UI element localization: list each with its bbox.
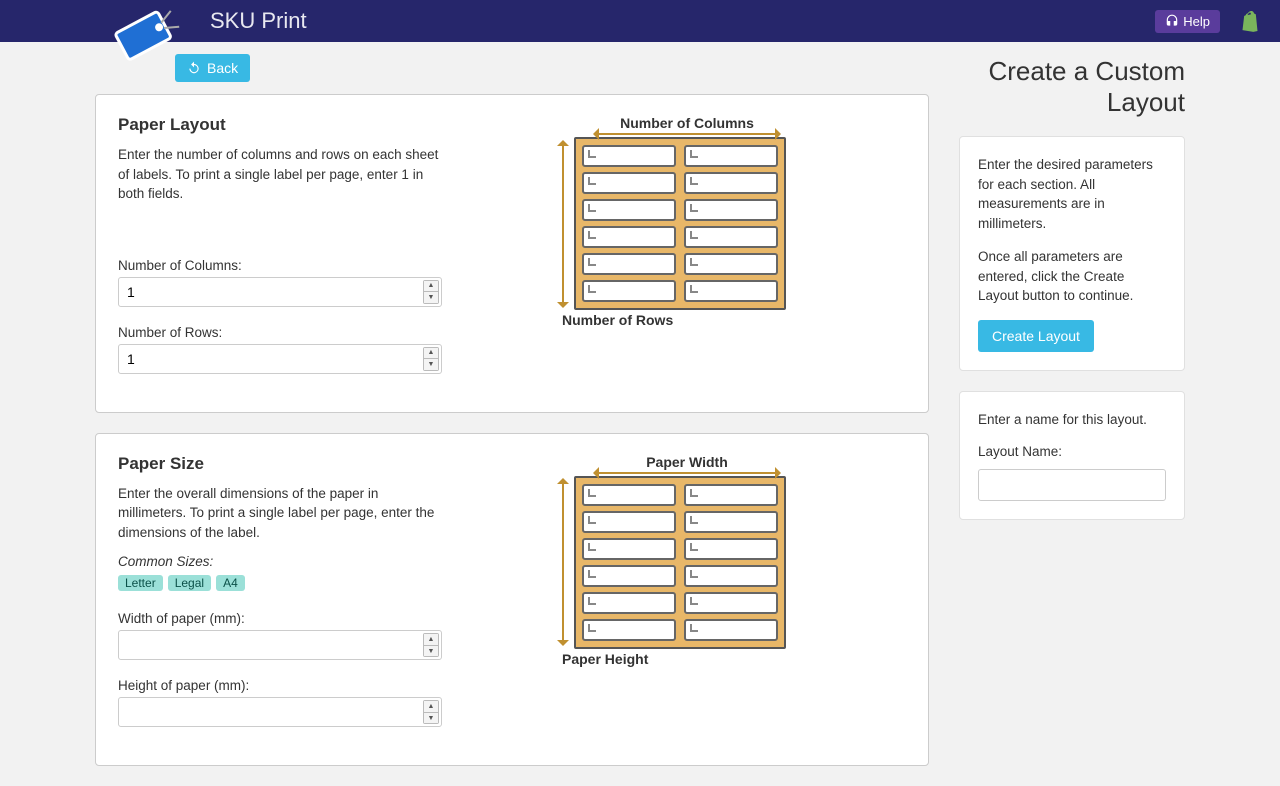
help-label: Help bbox=[1183, 14, 1210, 29]
layout-name-card: Enter a name for this layout. Layout Nam… bbox=[959, 391, 1185, 520]
common-sizes-badges: Letter Legal A4 bbox=[118, 575, 448, 591]
size-badge-letter[interactable]: Letter bbox=[118, 575, 163, 591]
columns-label: Number of Columns: bbox=[118, 258, 448, 273]
columns-spin[interactable]: ▲▼ bbox=[423, 280, 439, 304]
headset-icon bbox=[1165, 14, 1179, 28]
diagram2-bottom-label: Paper Height bbox=[562, 651, 822, 667]
paper-size-title: Paper Size bbox=[118, 454, 448, 474]
paper-size-diagram: Paper Width Paper Height bbox=[552, 454, 822, 667]
layout-name-input[interactable] bbox=[978, 469, 1166, 501]
paper-layout-desc: Enter the number of columns and rows on … bbox=[118, 145, 448, 204]
paper-layout-title: Paper Layout bbox=[118, 115, 448, 135]
app-logo bbox=[100, 2, 190, 72]
size-badge-a4[interactable]: A4 bbox=[216, 575, 245, 591]
paper-layout-card: Paper Layout Enter the number of columns… bbox=[95, 94, 929, 413]
back-label: Back bbox=[207, 60, 238, 76]
height-spin[interactable]: ▲▼ bbox=[423, 700, 439, 724]
paper-size-desc: Enter the overall dimensions of the pape… bbox=[118, 484, 448, 543]
rows-spin[interactable]: ▲▼ bbox=[423, 347, 439, 371]
topbar: SKU Print Help bbox=[0, 0, 1280, 42]
layout-name-label: Layout Name: bbox=[978, 444, 1166, 459]
instructions-1: Enter the desired parameters for each se… bbox=[978, 155, 1166, 233]
instructions-2: Once all parameters are entered, click t… bbox=[978, 247, 1166, 306]
width-input[interactable] bbox=[118, 630, 442, 660]
shopify-icon bbox=[1240, 10, 1260, 32]
diagram-bottom-label: Number of Rows bbox=[562, 312, 822, 328]
height-label: Height of paper (mm): bbox=[118, 678, 448, 693]
width-label: Width of paper (mm): bbox=[118, 611, 448, 626]
paper-layout-diagram: Number of Columns Number of Rows bbox=[552, 115, 822, 328]
create-layout-button[interactable]: Create Layout bbox=[978, 320, 1094, 352]
size-badge-legal[interactable]: Legal bbox=[168, 575, 211, 591]
instructions-card: Enter the desired parameters for each se… bbox=[959, 136, 1185, 371]
common-sizes-label: Common Sizes: bbox=[118, 554, 448, 569]
name-prompt: Enter a name for this layout. bbox=[978, 410, 1166, 430]
paper-size-card: Paper Size Enter the overall dimensions … bbox=[95, 433, 929, 767]
width-spin[interactable]: ▲▼ bbox=[423, 633, 439, 657]
help-button[interactable]: Help bbox=[1155, 10, 1220, 33]
rows-input[interactable] bbox=[118, 344, 442, 374]
rows-label: Number of Rows: bbox=[118, 325, 448, 340]
columns-input[interactable] bbox=[118, 277, 442, 307]
page-title: Create a Custom Layout bbox=[959, 56, 1185, 118]
app-title: SKU Print bbox=[210, 8, 307, 34]
height-input[interactable] bbox=[118, 697, 442, 727]
